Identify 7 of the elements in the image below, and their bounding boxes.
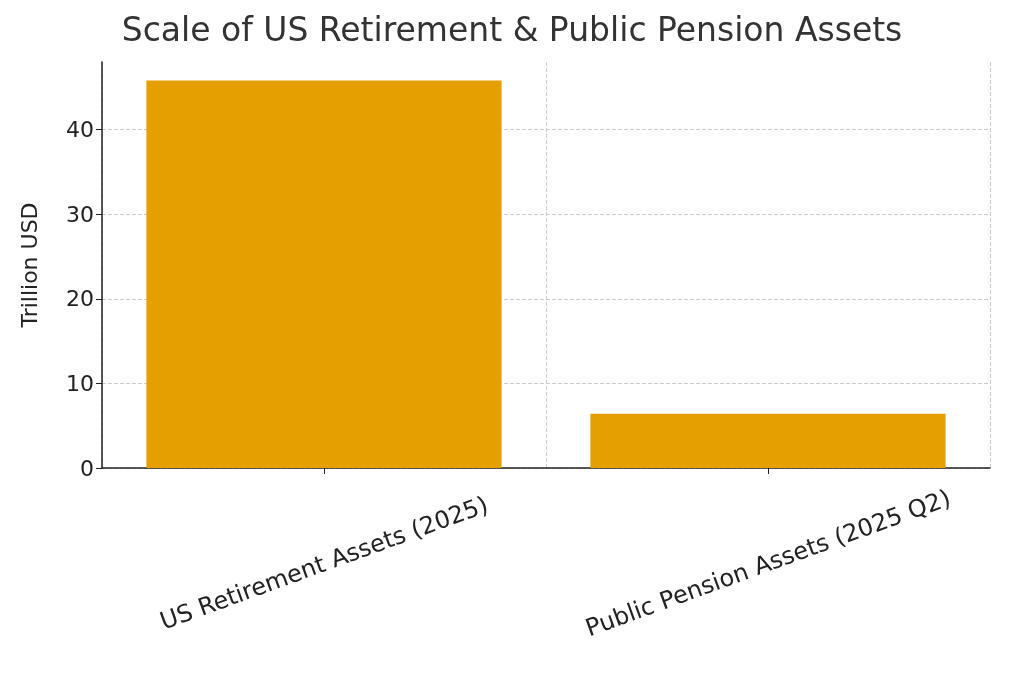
y-axis-title: Trillion USD — [16, 202, 42, 329]
y-tick-label: 40 — [66, 117, 94, 143]
y-tick-label: 30 — [66, 201, 94, 227]
chart-title: Scale of US Retirement & Public Pension Assets — [121, 10, 903, 49]
y-tick-label: 0 — [80, 455, 94, 481]
y-tick-label: 10 — [66, 370, 94, 396]
y-tick-label: 20 — [66, 286, 94, 312]
